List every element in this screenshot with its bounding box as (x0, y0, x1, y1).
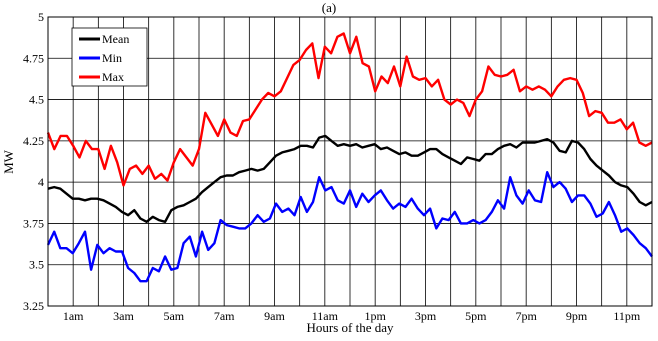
x-tick-label: 5am (163, 309, 184, 323)
series-line-max (46, 32, 653, 187)
x-tick-label: 5pm (465, 309, 487, 323)
x-tick-label: 3am (113, 309, 134, 323)
chart-title: (a) (322, 0, 336, 15)
legend-label-min: Min (102, 51, 122, 65)
series-line-mean (47, 134, 653, 224)
y-tick-label: 4 (38, 175, 44, 189)
x-tick-label: 3pm (415, 309, 437, 323)
x-tick-label: 7am (214, 309, 235, 323)
x-tick-labels: 1am 3am 5am 7am 9am 11am 1pm 3pm 5pm 7pm 9pm 11pm (63, 309, 641, 323)
legend: Mean Min Max (71, 27, 148, 87)
grid (48, 17, 652, 306)
x-tick-label: 9pm (566, 309, 588, 323)
plot-frame (47, 16, 653, 307)
x-axis-title: Hours of the day (306, 320, 394, 335)
x-tick-label: 7pm (515, 309, 537, 323)
y-tick-label: 3.75 (23, 216, 44, 230)
x-tick-label: 9am (264, 309, 285, 323)
y-tick-label: 3.5 (29, 258, 44, 272)
x-tick-label: 11am (312, 309, 339, 323)
x-tick-label: 1am (63, 309, 84, 323)
y-tick-label: 3.25 (23, 299, 44, 313)
x-tick-label: 1pm (364, 309, 386, 323)
y-tick-label: 5 (38, 10, 44, 24)
legend-label-mean: Mean (102, 32, 129, 46)
y-tick-label: 4.75 (23, 51, 44, 65)
y-axis-title: MW (1, 149, 16, 174)
x-tick-label: 11pm (613, 309, 641, 323)
y-tick-labels: 3.25 3.5 3.75 4 4.25 4.5 4.75 5 (23, 10, 44, 313)
y-tick-label: 4.5 (29, 93, 44, 107)
series-lines (46, 32, 653, 283)
series-line-min (46, 170, 653, 283)
legend-label-max: Max (102, 70, 124, 84)
y-tick-label: 4.25 (23, 134, 44, 148)
